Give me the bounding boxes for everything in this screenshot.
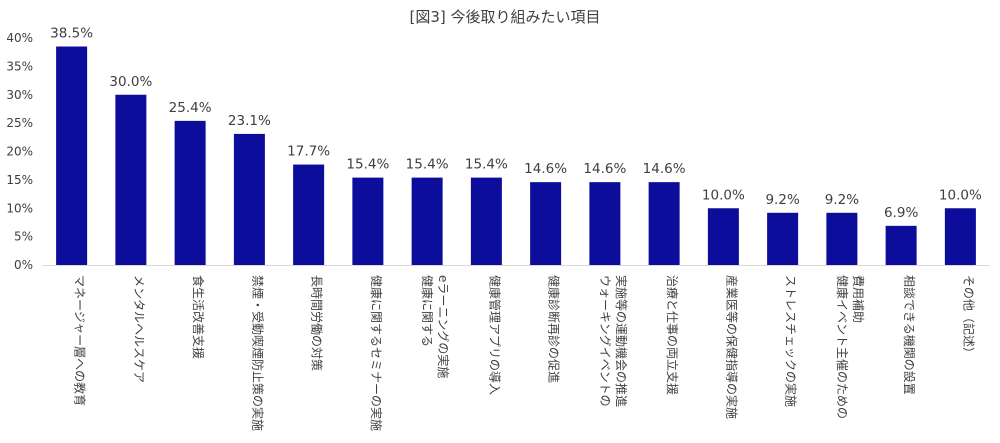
category-label: 健康イベント主催のための bbox=[835, 275, 850, 419]
category-label: 健康管理アプリの導入 bbox=[487, 275, 502, 395]
category-label: 健康に関するセミナーの実施 bbox=[369, 275, 384, 431]
y-tick-label: 25% bbox=[6, 116, 33, 130]
category-label: 食生活改善支援 bbox=[191, 275, 206, 359]
bar bbox=[648, 182, 680, 265]
y-tick-label: 15% bbox=[6, 173, 33, 187]
category-label: 治療と仕事の両立支援 bbox=[665, 275, 680, 395]
bar bbox=[944, 208, 976, 265]
category-label: ウォーキングイベントの bbox=[598, 275, 612, 407]
category-label: 健康診断再診の促進 bbox=[547, 275, 562, 383]
bar bbox=[56, 46, 88, 266]
data-labels: 38.5% 30.0% 25.4% 23.1% 17.7% 15.4% 15.4% 15.4%… bbox=[50, 26, 982, 221]
category-label: 費用補助 bbox=[851, 275, 866, 323]
category-label: 健康に関する bbox=[420, 275, 435, 347]
y-tick-label: 20% bbox=[6, 145, 33, 159]
y-tick-label: 35% bbox=[6, 59, 33, 73]
bar bbox=[707, 208, 739, 265]
data-label: 10.0% bbox=[702, 187, 745, 203]
category-label: 相談できる機関の設置 bbox=[902, 275, 917, 395]
y-tick-label: 40% bbox=[6, 31, 33, 45]
data-label: 17.7% bbox=[287, 144, 330, 160]
category-label: 禁煙・受動喫煙防止策の実施 bbox=[250, 275, 265, 431]
y-tick-label: 10% bbox=[6, 201, 33, 215]
data-label: 6.9% bbox=[884, 205, 918, 221]
data-label: 15.4% bbox=[465, 157, 508, 173]
bar bbox=[885, 225, 917, 265]
bar bbox=[589, 182, 621, 265]
bar bbox=[293, 164, 325, 265]
bar bbox=[767, 212, 799, 265]
bar bbox=[115, 94, 147, 265]
data-label: 14.6% bbox=[524, 161, 567, 177]
data-label: 14.6% bbox=[583, 161, 626, 177]
category-label: ストレスチェックの実施 bbox=[784, 275, 799, 407]
category-label: その他（記述） bbox=[961, 275, 976, 359]
bar bbox=[470, 177, 502, 265]
category-label: 産業医等の保健指導の実施 bbox=[724, 275, 739, 419]
data-label: 15.4% bbox=[406, 157, 449, 173]
chart-title: [図3] 今後取り組みたい項目 bbox=[409, 8, 600, 26]
bar bbox=[174, 120, 206, 265]
category-label: 実施等の運動機会の推進 bbox=[614, 275, 629, 407]
bar bbox=[530, 182, 562, 265]
data-label: 38.5% bbox=[50, 26, 93, 42]
y-tick-label: 30% bbox=[6, 88, 33, 102]
y-tick-label: 0% bbox=[14, 258, 33, 272]
data-label: 30.0% bbox=[109, 74, 152, 90]
y-axis: 0% 5% 10% 15% 20% 25% 30% 35% 40% bbox=[6, 31, 33, 272]
bar bbox=[826, 212, 858, 265]
category-label: メンタルヘルスケア bbox=[132, 275, 146, 383]
data-label: 25.4% bbox=[169, 100, 212, 116]
data-label: 23.1% bbox=[228, 113, 271, 129]
x-axis-labels: マネージャー層への教育 メンタルヘルスケア 食生活改善支援 禁煙・受動喫煙防止策の実施… bbox=[73, 275, 977, 431]
data-label: 10.0% bbox=[939, 187, 982, 203]
category-label: マネージャー層への教育 bbox=[73, 275, 88, 406]
y-tick-label: 5% bbox=[14, 230, 33, 244]
category-label: eラーニングの実施 bbox=[436, 275, 451, 378]
data-label: 9.2% bbox=[825, 192, 859, 208]
bar bbox=[233, 133, 265, 265]
bars bbox=[56, 46, 976, 266]
data-label: 9.2% bbox=[765, 192, 799, 208]
data-label: 14.6% bbox=[643, 161, 686, 177]
category-label: 長時間労働の対策 bbox=[310, 275, 324, 371]
bar bbox=[411, 177, 443, 265]
data-label: 15.4% bbox=[346, 157, 389, 173]
bar bbox=[352, 177, 384, 265]
